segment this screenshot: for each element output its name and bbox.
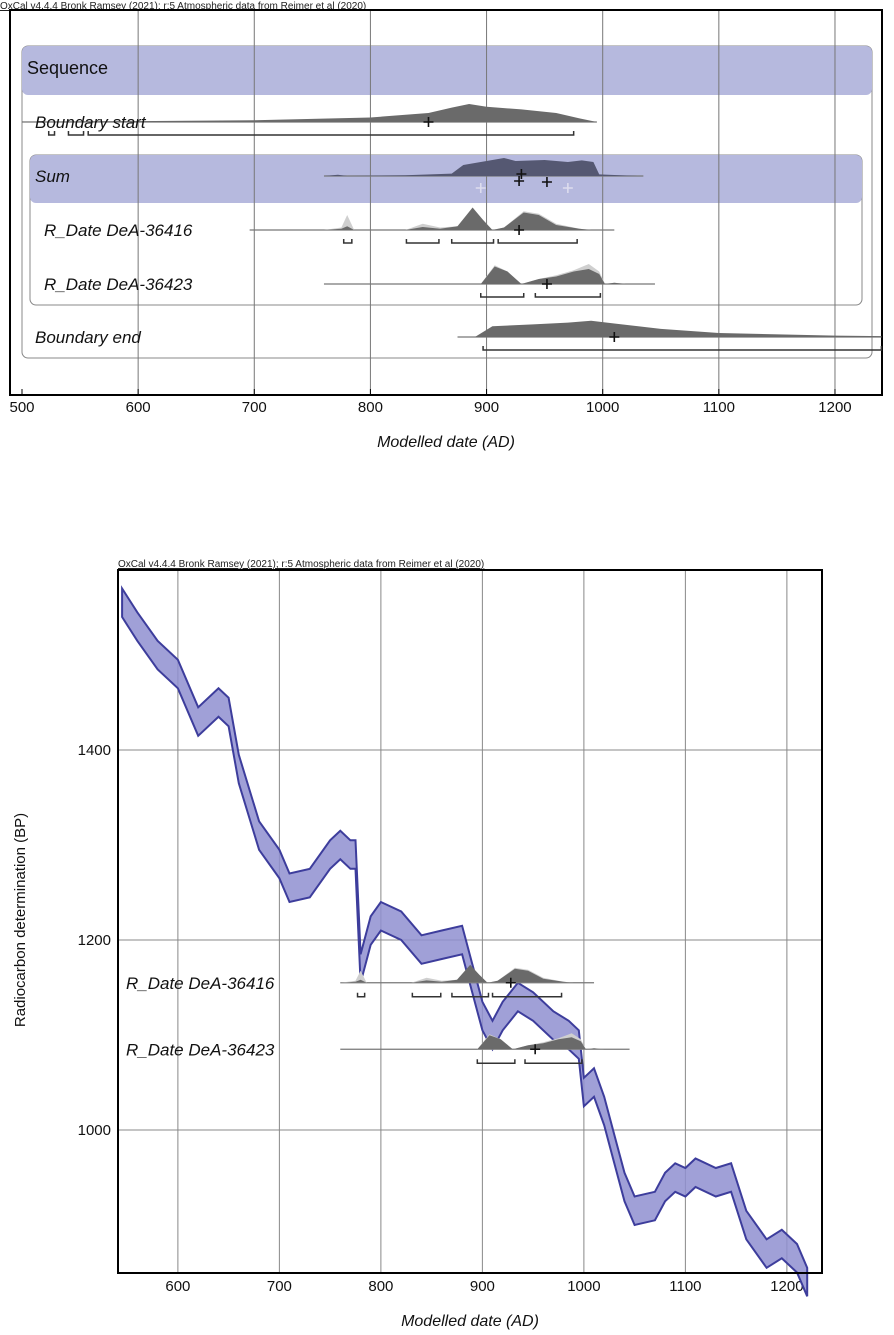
posterior-distribution [480, 266, 626, 284]
hpd-range-bracket [47, 131, 56, 136]
mean-marker [609, 332, 620, 342]
mean-marker [423, 117, 434, 127]
hpd-range-bracket [411, 992, 442, 998]
posterior-distribution [340, 964, 574, 983]
hpd-range-bracket [524, 1059, 583, 1064]
hpd-range-bracket [67, 131, 85, 136]
hpd-range-bracket [405, 239, 440, 244]
hpd-range-bracket [491, 992, 563, 998]
plot-frame [117, 569, 823, 1274]
mean-marker [516, 169, 527, 179]
x-tick-label: 1100 [703, 399, 735, 416]
x-tick-label: 1200 [770, 1278, 803, 1295]
hpd-range-bracket [451, 992, 490, 998]
hpd-range-bracket [482, 346, 883, 351]
row-label: Boundary end [35, 328, 141, 347]
hpd-range-bracket [87, 131, 575, 136]
posterior-distribution [474, 320, 882, 337]
x-axis-label: Modelled date (AD) [401, 1313, 539, 1330]
posterior-distribution [323, 158, 638, 176]
y-axis-label: Radiocarbon determination (BP) [12, 813, 29, 1027]
x-tick-label: 800 [358, 399, 383, 416]
hpd-range-bracket [497, 239, 578, 244]
mean-marker [514, 225, 525, 235]
y-tick-label: 1000 [78, 1122, 111, 1139]
row-label: Sum [35, 167, 70, 186]
x-tick-label: 900 [474, 399, 499, 416]
hpd-range-bracket [534, 293, 602, 298]
sequence-band [22, 46, 872, 95]
chart-header: OxCal v4.4.4 Bronk Ramsey (2021); r:5 At… [118, 559, 484, 570]
mean-marker [514, 176, 525, 186]
posterior-distribution [323, 207, 592, 230]
mean-marker [505, 977, 516, 988]
date-label: R_Date DeA-36416 [126, 974, 275, 993]
row-label: R_Date DeA-36416 [44, 221, 193, 240]
row-label: R_Date DeA-36423 [44, 275, 193, 294]
hpd-range-bracket [356, 992, 366, 998]
x-tick-label: 900 [470, 1278, 495, 1295]
row-label: Boundary start [35, 113, 147, 132]
hpd-range-bracket [476, 1059, 516, 1064]
x-tick-label: 500 [9, 399, 34, 416]
y-tick-label: 1200 [78, 932, 111, 949]
faint-mean-marker [475, 183, 486, 193]
faint-mean-marker [562, 183, 573, 193]
posterior-distribution [477, 1035, 605, 1050]
x-tick-label: 700 [242, 399, 267, 416]
hpd-range-bracket [342, 239, 353, 244]
x-tick-label: 700 [267, 1278, 292, 1295]
x-tick-label: 600 [126, 399, 151, 416]
x-tick-label: 1000 [586, 399, 619, 416]
plot-frame [9, 9, 883, 396]
hpd-range-bracket [450, 239, 495, 244]
x-axis-label: Modelled date (AD) [377, 434, 515, 451]
posterior-distribution [22, 104, 597, 122]
group-label-sequence: Sequence [27, 58, 108, 78]
x-tick-label: 1000 [567, 1278, 600, 1295]
x-tick-label: 600 [165, 1278, 190, 1295]
date-label: R_Date DeA-36423 [126, 1040, 275, 1059]
mean-marker [530, 1044, 541, 1055]
x-tick-label: 1100 [669, 1278, 701, 1295]
chart-header: OxCal v4.4.4 Bronk Ramsey (2021); r:5 At… [0, 1, 366, 12]
mean-marker [541, 279, 552, 289]
mean-marker [541, 177, 552, 187]
calibration-curve-band [121, 585, 809, 1297]
y-tick-label: 1400 [78, 742, 111, 759]
x-tick-label: 800 [368, 1278, 393, 1295]
sum-band [30, 155, 862, 203]
hpd-range-bracket [480, 293, 525, 298]
x-tick-label: 1200 [818, 399, 851, 416]
